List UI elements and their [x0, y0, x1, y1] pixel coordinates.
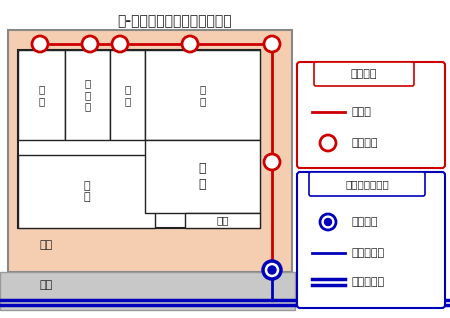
Circle shape	[320, 135, 336, 151]
Text: 便
所: 便 所	[124, 84, 130, 106]
Circle shape	[112, 36, 128, 52]
Text: 宅地: 宅地	[40, 240, 53, 250]
FancyBboxPatch shape	[309, 172, 425, 196]
FancyBboxPatch shape	[314, 62, 414, 86]
Bar	[18, 50, 260, 228]
Circle shape	[182, 36, 198, 52]
Circle shape	[320, 214, 336, 230]
FancyBboxPatch shape	[297, 172, 445, 308]
Bar	[145, 50, 260, 140]
Circle shape	[82, 36, 98, 52]
Bar	[18, 155, 155, 228]
Circle shape	[264, 154, 280, 170]
Text: 図-「工事と維持管理の範囲」: 図-「工事と維持管理の範囲」	[118, 14, 232, 28]
Circle shape	[263, 261, 281, 279]
Bar	[145, 140, 260, 213]
Bar	[185, 213, 260, 228]
Circle shape	[264, 36, 280, 52]
Text: 洗
面
所: 洗 面 所	[85, 79, 90, 112]
FancyBboxPatch shape	[297, 62, 445, 168]
Circle shape	[324, 218, 332, 225]
Text: 下水道本管: 下水道本管	[352, 277, 385, 287]
Text: 風
呂: 風 呂	[38, 84, 45, 106]
Text: 市（下水道課）: 市（下水道課）	[345, 179, 389, 189]
Text: 道路: 道路	[40, 280, 53, 290]
Bar	[0, 272, 295, 310]
Text: 寝
室: 寝 室	[83, 181, 90, 202]
Circle shape	[268, 266, 276, 274]
Text: 排水管: 排水管	[352, 107, 372, 117]
Text: 公共ます: 公共ます	[352, 217, 378, 227]
Bar	[8, 30, 292, 272]
Text: 玄関: 玄関	[216, 216, 229, 225]
Bar	[110, 50, 145, 140]
Text: 取り付け管: 取り付け管	[352, 248, 385, 258]
Bar	[65, 50, 110, 140]
Text: 居
間: 居 間	[199, 162, 206, 190]
Text: 個人負担: 個人負担	[351, 69, 377, 79]
Text: 台
所: 台 所	[199, 84, 206, 106]
Text: 宅内ます: 宅内ます	[352, 138, 378, 148]
Bar	[18, 50, 65, 140]
Circle shape	[32, 36, 48, 52]
